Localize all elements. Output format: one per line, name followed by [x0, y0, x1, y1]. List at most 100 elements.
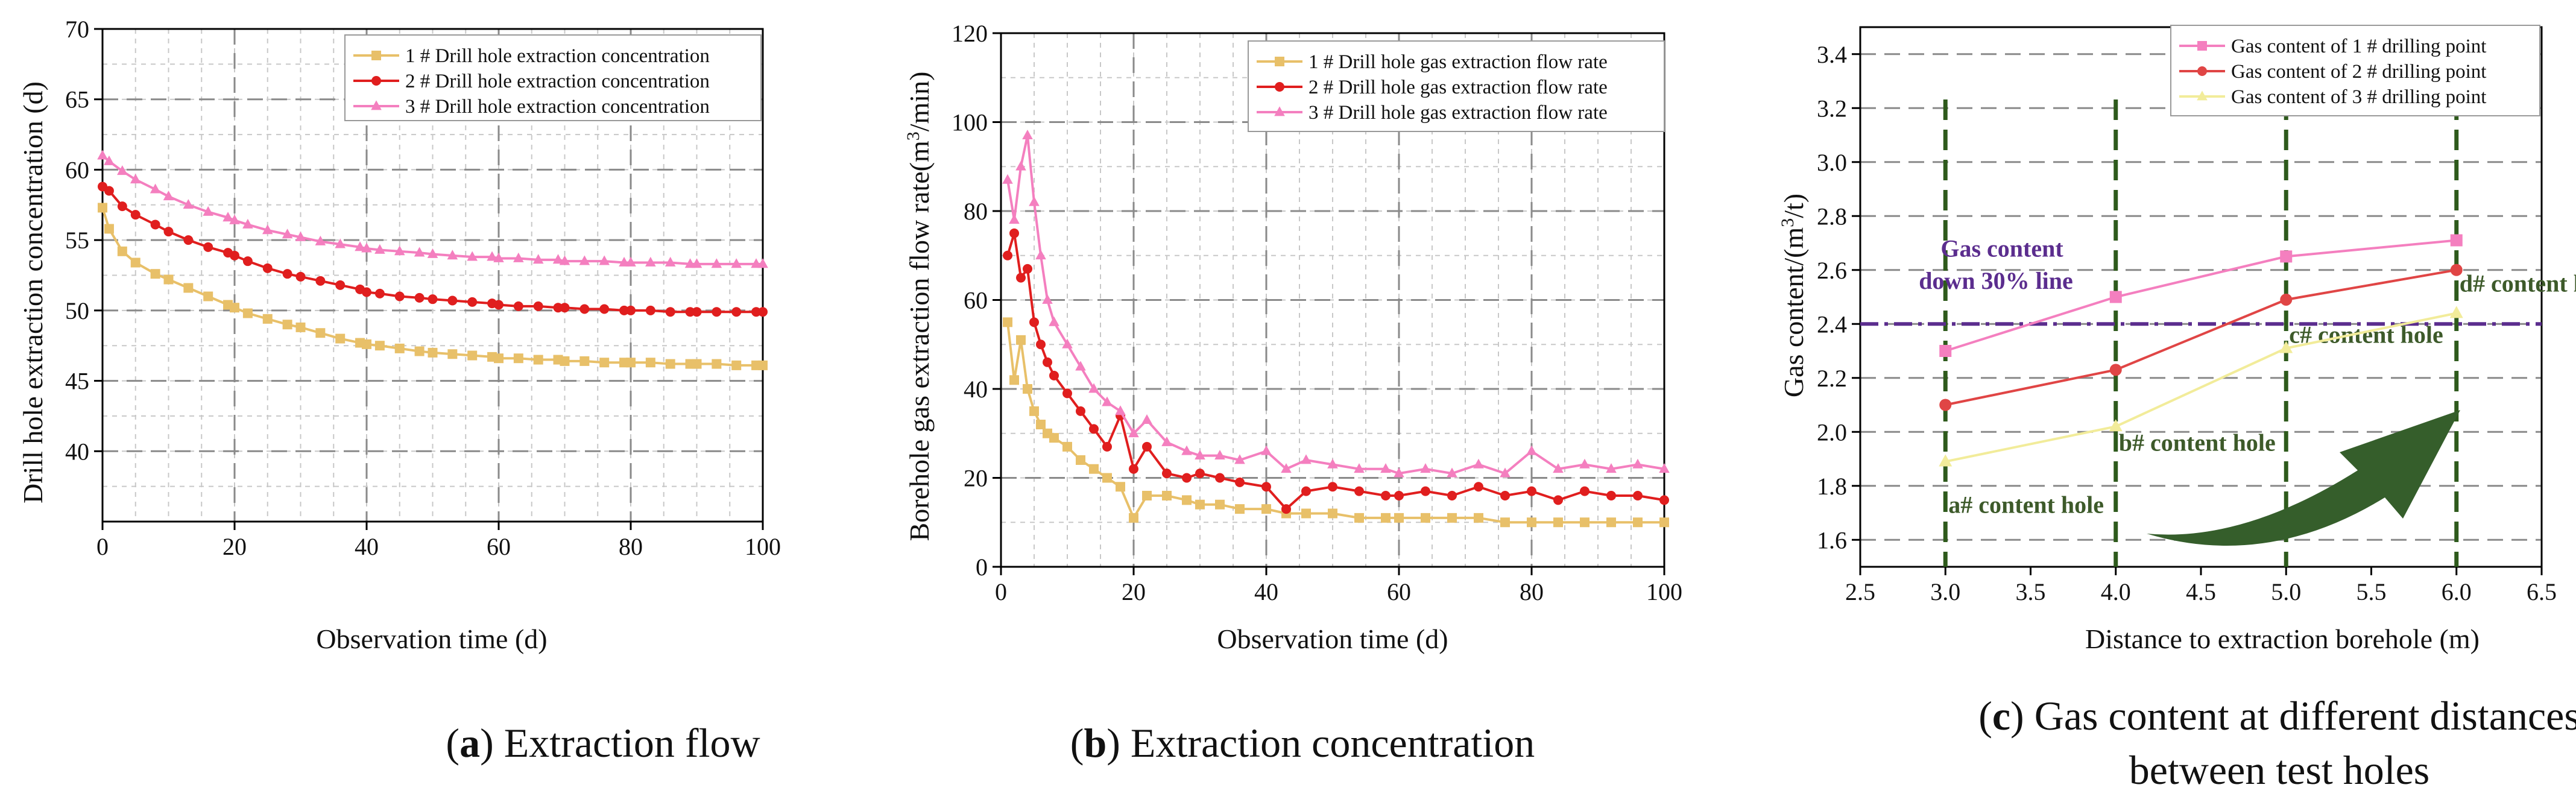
data-point [1380, 463, 1391, 473]
data-point [599, 255, 610, 265]
data-point [428, 294, 438, 305]
panel-a-caption-letter: a [459, 720, 480, 766]
data-point [117, 201, 127, 212]
legend: 1 # Drill hole gas extraction flow rate 2… [1248, 40, 1665, 132]
data-point [1421, 513, 1430, 523]
data-point [183, 199, 194, 209]
data-point [2280, 250, 2293, 263]
data-point [626, 358, 636, 368]
data-point [513, 252, 524, 262]
data-point [242, 218, 253, 229]
content-hole-label: a# content hole [1948, 491, 2104, 519]
data-point [692, 359, 702, 369]
data-point [552, 254, 564, 264]
data-point [414, 346, 425, 356]
x-tick-label: 5.5 [2357, 578, 2387, 605]
data-point [2109, 364, 2122, 376]
panel-c-caption-text: ) Gas content at different distances [2010, 693, 2576, 739]
series-1 [1003, 317, 1669, 528]
data-point [665, 307, 675, 317]
data-point [1500, 517, 1510, 528]
data-point [104, 155, 115, 165]
data-point [1029, 406, 1039, 416]
data-point [1141, 414, 1152, 425]
data-point [2279, 341, 2293, 353]
legend-swatch-marker [1275, 82, 1284, 92]
data-point [262, 224, 273, 235]
data-point [1089, 424, 1099, 434]
series-line [1945, 239, 2457, 352]
data-point [645, 305, 655, 315]
data-point [1301, 454, 1312, 464]
data-point [712, 359, 722, 369]
data-point [487, 251, 497, 261]
plot-frame [1000, 32, 1665, 568]
x-tick-label: 80 [1520, 578, 1544, 605]
data-point [1043, 357, 1052, 367]
x-tick-label: 6.0 [2442, 578, 2472, 605]
data-point [1381, 513, 1391, 523]
series-2 [1003, 228, 1669, 514]
data-point [1394, 491, 1404, 500]
series-3 [1002, 130, 1670, 478]
data-point [98, 203, 107, 213]
reference-line-label: down 30% line [1919, 267, 2073, 294]
data-point [1035, 250, 1046, 260]
data-point [1301, 508, 1311, 519]
data-point [229, 214, 240, 224]
panel-c-caption-line2: between test holes [2129, 747, 2430, 793]
x-tick-label: 20 [1122, 578, 1146, 605]
trend-arrow [2147, 410, 2460, 546]
panel-c-caption-letter: c [1992, 693, 2010, 739]
data-point [242, 308, 253, 318]
data-point [1474, 513, 1483, 523]
data-point [394, 291, 405, 301]
data-point [315, 276, 326, 286]
data-point [1447, 491, 1457, 500]
data-point [1195, 450, 1205, 460]
data-point [1049, 433, 1059, 443]
data-point [2109, 419, 2123, 432]
data-point [645, 256, 656, 267]
data-point [117, 246, 127, 256]
data-point [1526, 445, 1537, 455]
data-point [1939, 399, 1952, 411]
data-point [1527, 486, 1536, 496]
data-point [560, 356, 570, 366]
x-tick-label: 3.0 [1930, 578, 1960, 605]
y-tick-label: 2.6 [1817, 257, 1847, 284]
data-point [1049, 370, 1059, 380]
y-tick-label: 80 [964, 198, 988, 225]
data-point [1003, 317, 1012, 327]
legend-swatch-marker [371, 51, 381, 60]
data-point [315, 328, 326, 338]
data-point [645, 358, 655, 368]
y-tick-label: 2.8 [1817, 203, 1847, 230]
data-point [1042, 294, 1053, 304]
data-point [1023, 264, 1032, 274]
data-point [712, 307, 722, 317]
data-point [282, 229, 293, 239]
data-point [1261, 504, 1271, 514]
data-point [467, 297, 478, 307]
data-point [1354, 463, 1365, 473]
data-point [1076, 406, 1085, 416]
data-point [1182, 495, 1192, 505]
data-point [1553, 517, 1563, 528]
y-tick-label: 3.4 [1817, 41, 1847, 68]
series-1 [1939, 234, 2463, 357]
x-tick-label: 60 [1387, 578, 1411, 605]
data-point [230, 303, 239, 313]
data-point [1142, 441, 1152, 452]
legend-entry: Gas content of 3 # drilling point [2231, 86, 2486, 108]
data-point [1115, 405, 1126, 415]
data-point [362, 287, 371, 297]
data-point [1002, 174, 1013, 184]
data-point [1354, 513, 1364, 523]
data-point [1062, 441, 1072, 452]
y-tick-label: 1.6 [1817, 526, 1847, 554]
data-point [203, 242, 213, 252]
x-tick-label: 5.0 [2271, 578, 2301, 605]
content-hole-label: b# content hole [2119, 429, 2276, 456]
data-point [599, 358, 610, 368]
